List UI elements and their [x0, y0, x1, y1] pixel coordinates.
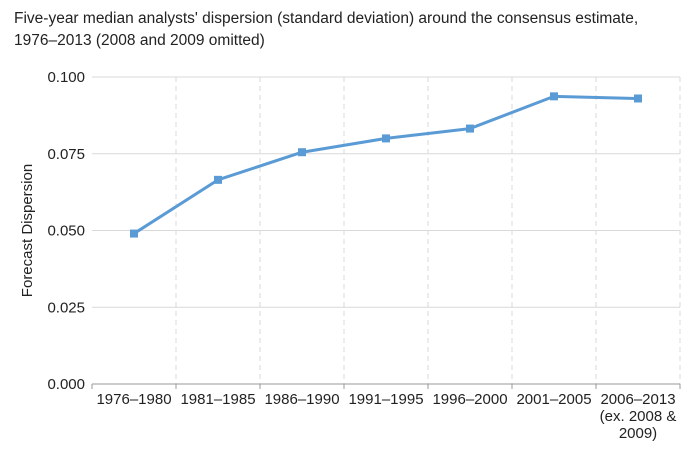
data-point — [298, 148, 306, 157]
data-point — [130, 229, 138, 238]
x-tick-label: 2009) — [619, 425, 657, 442]
series-line — [133, 94, 639, 235]
y-tick-label: 0.075 — [47, 146, 85, 163]
x-tick-label: 1981–1985 — [180, 391, 255, 408]
grid-layer — [92, 76, 681, 384]
x-tick-label: (ex. 2008 & — [600, 408, 677, 425]
data-point — [466, 124, 474, 133]
x-tick-label: 1976–1980 — [96, 391, 171, 408]
x-tick-label: 2006–2013 — [600, 391, 675, 408]
data-point — [214, 175, 222, 184]
y-axis-label: Forecast Dispersion — [19, 164, 36, 297]
x-tick-label: 1996–2000 — [432, 391, 507, 408]
x-tick-label: 2001–2005 — [516, 391, 591, 408]
y-tick-label: 0.050 — [47, 223, 85, 240]
data-point — [382, 134, 390, 143]
series-layer — [130, 92, 642, 238]
data-point — [634, 94, 642, 103]
y-tick-label: 0.100 — [47, 69, 85, 86]
data-point — [550, 92, 558, 101]
y-tick-label: 0.000 — [47, 376, 85, 393]
y-tick-label: 0.025 — [47, 299, 85, 316]
axis-layer — [91, 383, 681, 389]
x-tick-label: 1986–1990 — [264, 391, 339, 408]
x-tick-label: 1991–1995 — [348, 391, 423, 408]
label-layer: 0.000 0.025 0.050 0.075 0.100 1976–1980 1981–1… — [19, 69, 676, 442]
chart-title: Five-year median analysts' dispersion (s… — [14, 10, 639, 49]
